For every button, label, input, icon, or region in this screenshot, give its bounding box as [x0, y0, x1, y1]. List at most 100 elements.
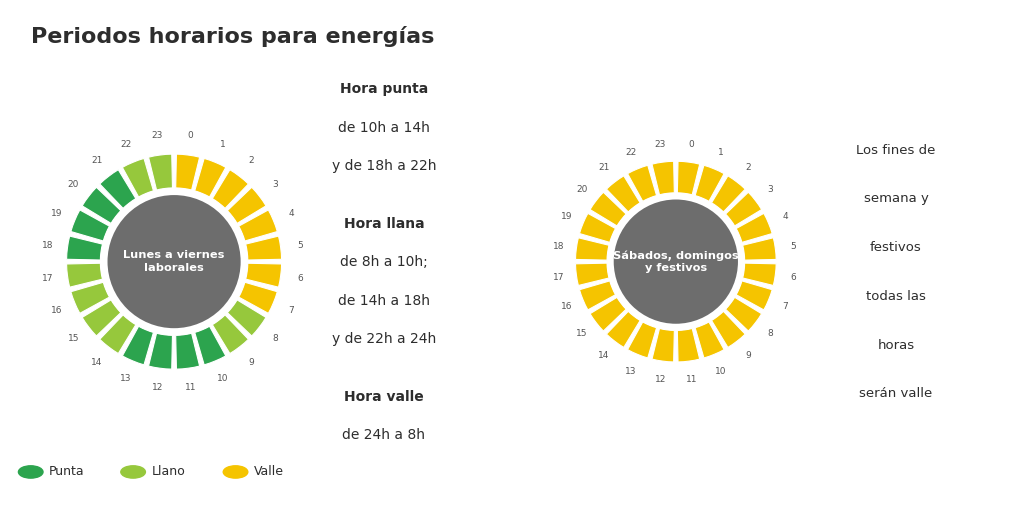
Text: 6: 6 [297, 274, 303, 283]
Text: 5: 5 [791, 242, 797, 251]
Text: y festivos: y festivos [645, 263, 707, 273]
Text: de 24h a 8h: de 24h a 8h [342, 428, 426, 442]
Text: 17: 17 [553, 272, 564, 282]
Text: 11: 11 [685, 374, 697, 384]
Wedge shape [148, 333, 172, 369]
Text: 13: 13 [120, 374, 131, 383]
Text: 8: 8 [272, 334, 278, 343]
Text: 4: 4 [782, 212, 788, 221]
Text: 21: 21 [91, 156, 102, 165]
Text: 15: 15 [68, 334, 79, 343]
Wedge shape [99, 315, 136, 353]
Wedge shape [606, 311, 640, 347]
Wedge shape [736, 213, 772, 242]
Wedge shape [590, 192, 626, 226]
Text: 20: 20 [68, 180, 79, 189]
Text: 16: 16 [560, 303, 572, 311]
Wedge shape [695, 322, 724, 358]
Text: 10: 10 [716, 367, 727, 376]
Wedge shape [742, 238, 776, 260]
Text: Llano: Llano [152, 465, 185, 479]
Wedge shape [212, 170, 249, 208]
Wedge shape [677, 161, 699, 195]
Text: 11: 11 [185, 383, 197, 392]
Wedge shape [148, 154, 172, 190]
Text: Valle: Valle [254, 465, 284, 479]
Text: semana y: semana y [863, 192, 929, 205]
Text: laborales: laborales [144, 263, 204, 273]
Wedge shape [736, 281, 772, 310]
Text: 1: 1 [220, 140, 225, 149]
Text: 23: 23 [654, 140, 666, 149]
Wedge shape [628, 322, 656, 358]
Wedge shape [580, 213, 615, 242]
Text: 4: 4 [289, 209, 294, 218]
Text: 0: 0 [688, 140, 694, 149]
Wedge shape [239, 282, 278, 313]
Wedge shape [742, 263, 776, 285]
Text: serán valle: serán valle [859, 387, 933, 400]
Text: 13: 13 [625, 367, 636, 376]
Text: 22: 22 [625, 148, 636, 156]
Wedge shape [212, 315, 249, 353]
Text: 20: 20 [577, 185, 588, 194]
Text: 22: 22 [120, 140, 131, 149]
Wedge shape [712, 311, 745, 347]
Text: 14: 14 [598, 351, 609, 360]
Wedge shape [71, 210, 110, 241]
Wedge shape [580, 281, 615, 310]
Text: 9: 9 [745, 351, 751, 360]
Text: horas: horas [878, 339, 914, 351]
Wedge shape [575, 238, 609, 260]
Wedge shape [227, 300, 266, 336]
Text: 9: 9 [249, 358, 254, 367]
Circle shape [100, 188, 248, 336]
Text: 18: 18 [42, 241, 54, 249]
Circle shape [607, 193, 744, 330]
Wedge shape [82, 300, 121, 336]
Text: y de 22h a 24h: y de 22h a 24h [332, 332, 436, 346]
Text: 2: 2 [745, 163, 751, 172]
Wedge shape [82, 187, 121, 223]
Wedge shape [726, 192, 762, 226]
Wedge shape [712, 176, 745, 212]
Text: 0: 0 [187, 131, 194, 140]
Wedge shape [122, 159, 154, 197]
Wedge shape [71, 282, 110, 313]
Text: 7: 7 [289, 306, 294, 314]
Text: 16: 16 [51, 306, 62, 314]
Text: 8: 8 [767, 329, 773, 338]
Wedge shape [176, 154, 200, 190]
Wedge shape [695, 165, 724, 201]
Text: de 10h a 14h: de 10h a 14h [338, 121, 430, 134]
Text: todas las: todas las [866, 290, 926, 303]
Wedge shape [246, 236, 282, 260]
Text: 12: 12 [152, 383, 163, 392]
Text: de 14h a 18h: de 14h a 18h [338, 293, 430, 308]
Wedge shape [575, 263, 609, 285]
Wedge shape [176, 333, 200, 369]
Text: Punta: Punta [49, 465, 85, 479]
Text: de 8h a 10h;: de 8h a 10h; [340, 255, 428, 269]
Wedge shape [606, 176, 640, 212]
Text: 12: 12 [654, 374, 666, 384]
Text: Hora valle: Hora valle [344, 390, 424, 404]
Wedge shape [246, 263, 282, 287]
Wedge shape [195, 159, 226, 197]
Circle shape [613, 200, 738, 324]
Text: 7: 7 [782, 303, 788, 311]
Wedge shape [628, 165, 656, 201]
Text: 6: 6 [791, 272, 797, 282]
Text: 2: 2 [249, 156, 254, 165]
Circle shape [108, 195, 241, 328]
Wedge shape [652, 328, 675, 362]
Wedge shape [227, 187, 266, 223]
Text: 19: 19 [560, 212, 572, 221]
Text: Hora llana: Hora llana [344, 216, 424, 231]
Wedge shape [677, 328, 699, 362]
Wedge shape [239, 210, 278, 241]
Text: 3: 3 [272, 180, 278, 189]
Text: 18: 18 [553, 242, 564, 251]
Text: 21: 21 [598, 163, 609, 172]
Wedge shape [652, 161, 675, 195]
